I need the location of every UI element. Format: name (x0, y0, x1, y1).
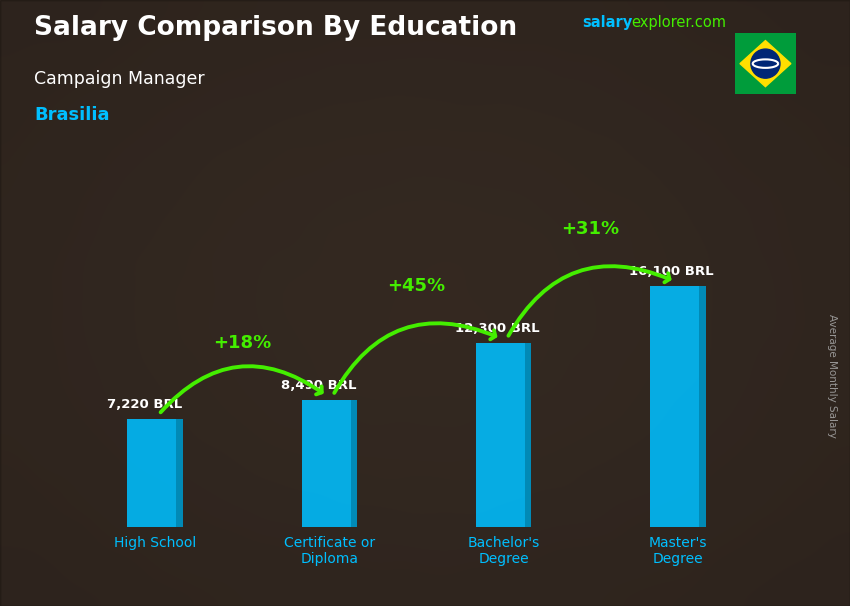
Circle shape (751, 49, 780, 78)
Bar (302, 400, 357, 527)
Text: Average Monthly Salary: Average Monthly Salary (827, 314, 837, 438)
Bar (524, 342, 531, 527)
Bar (350, 400, 357, 527)
Bar (177, 419, 183, 527)
Text: 12,300 BRL: 12,300 BRL (455, 322, 540, 335)
Text: +45%: +45% (388, 276, 445, 295)
Bar (128, 419, 183, 527)
Text: salary: salary (582, 15, 632, 30)
Bar (476, 342, 531, 527)
Text: 8,490 BRL: 8,490 BRL (280, 379, 356, 392)
Text: 7,220 BRL: 7,220 BRL (106, 398, 182, 411)
Text: explorer.com: explorer.com (632, 15, 727, 30)
Text: 16,100 BRL: 16,100 BRL (629, 265, 714, 278)
Bar (650, 285, 706, 527)
Text: Campaign Manager: Campaign Manager (34, 70, 205, 88)
Text: Salary Comparison By Education: Salary Comparison By Education (34, 15, 517, 41)
Text: +31%: +31% (562, 219, 620, 238)
Polygon shape (740, 41, 791, 87)
Bar (699, 285, 705, 527)
Text: Brasilia: Brasilia (34, 106, 110, 124)
Text: +18%: +18% (213, 334, 271, 352)
